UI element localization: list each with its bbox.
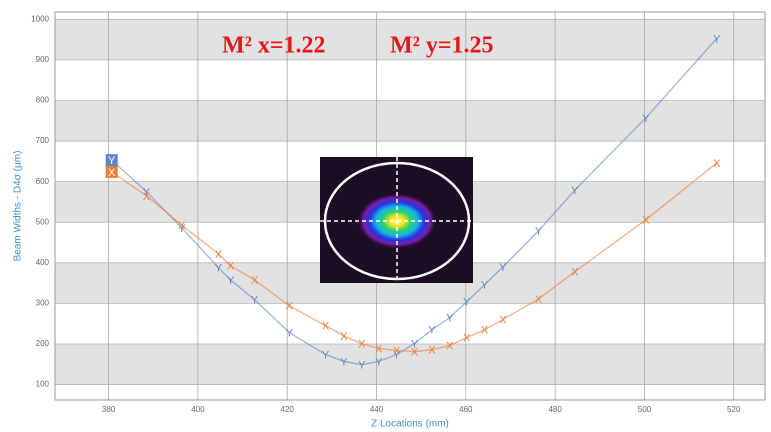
- x-tick-label: 440: [370, 405, 384, 414]
- data-marker: X: [446, 341, 454, 353]
- data-marker: Y: [358, 360, 366, 372]
- data-marker: Y: [375, 356, 383, 368]
- data-marker: X: [322, 321, 330, 333]
- annotation: M² y=1.25: [390, 33, 494, 59]
- data-marker: X: [108, 167, 116, 179]
- x-tick-label: 380: [102, 405, 116, 414]
- data-marker: X: [393, 345, 401, 357]
- data-marker: X: [286, 301, 294, 313]
- data-marker: X: [463, 332, 471, 344]
- y-tick-label: 700: [36, 136, 50, 145]
- data-marker: X: [481, 325, 489, 337]
- y-tick-label: 1000: [31, 14, 49, 23]
- y-tick-label: 800: [36, 96, 50, 105]
- data-marker: Y: [499, 262, 507, 274]
- data-marker: Y: [713, 33, 721, 45]
- data-marker: Y: [286, 328, 294, 340]
- data-marker: X: [143, 191, 151, 203]
- data-marker: X: [358, 338, 366, 350]
- data-marker: Y: [215, 263, 223, 275]
- x-tick-label: 460: [459, 405, 473, 414]
- chart: Z Locations (mm) Beam Widths - D4σ (µm) …: [0, 0, 771, 432]
- data-marker: Y: [428, 325, 436, 337]
- y-tick-label: 300: [36, 299, 50, 308]
- data-marker: X: [340, 331, 348, 343]
- data-marker: Y: [340, 356, 348, 368]
- data-marker: Y: [571, 185, 579, 197]
- x-tick-label: 400: [191, 405, 205, 414]
- data-marker: X: [178, 220, 186, 232]
- x-tick-label: 520: [727, 405, 741, 414]
- data-marker: X: [642, 215, 650, 227]
- x-axis-label: Z Locations (mm): [371, 419, 449, 430]
- grid-band: [55, 100, 765, 141]
- y-tick-label: 600: [36, 177, 50, 186]
- data-marker: Y: [322, 349, 330, 361]
- data-marker: X: [251, 275, 259, 287]
- y-tick-label: 200: [36, 339, 50, 348]
- y-tick-label: 900: [36, 55, 50, 64]
- y-tick-label: 500: [36, 217, 50, 226]
- data-marker: X: [411, 347, 419, 359]
- data-marker: Y: [108, 155, 116, 167]
- y-tick-label: 400: [36, 258, 50, 267]
- data-marker: X: [227, 261, 235, 273]
- data-marker: Y: [446, 313, 454, 325]
- data-marker: Y: [642, 113, 650, 125]
- annotation: M² x=1.22: [222, 33, 326, 59]
- data-marker: Y: [227, 275, 235, 287]
- data-marker: Y: [481, 280, 489, 292]
- data-marker: X: [499, 315, 507, 327]
- data-marker: X: [215, 249, 223, 261]
- x-tick-label: 420: [281, 405, 295, 414]
- data-marker: X: [535, 294, 543, 306]
- y-tick-label: 100: [36, 380, 50, 389]
- data-marker: X: [571, 267, 579, 279]
- data-marker: X: [713, 158, 721, 170]
- data-marker: X: [375, 343, 383, 355]
- x-tick-label: 480: [548, 405, 562, 414]
- data-marker: Y: [251, 295, 259, 307]
- x-tick-label: 500: [638, 405, 652, 414]
- beam-profile-image: [320, 157, 473, 283]
- data-marker: Y: [535, 226, 543, 238]
- data-marker: Y: [463, 297, 471, 309]
- y-axis-label: Beam Widths - D4σ (µm): [13, 151, 24, 262]
- data-marker: X: [428, 345, 436, 357]
